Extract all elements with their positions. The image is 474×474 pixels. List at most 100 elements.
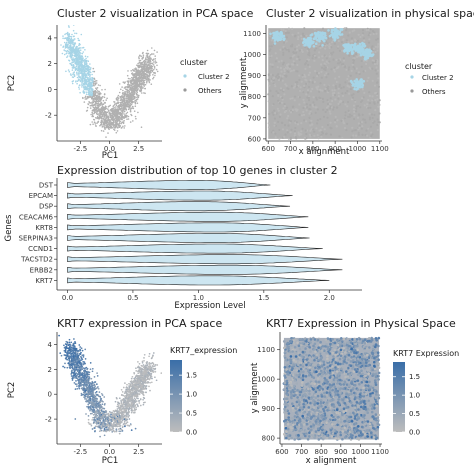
others-point <box>378 121 381 124</box>
others-point <box>120 88 122 91</box>
others-point <box>366 134 369 137</box>
krt7-point <box>137 405 139 408</box>
others-point <box>123 107 125 109</box>
others-point <box>371 79 374 82</box>
krt7-point <box>124 382 126 384</box>
cluster2-point <box>280 31 283 34</box>
others-point <box>274 52 277 55</box>
others-point <box>88 96 90 99</box>
others-point <box>83 101 86 103</box>
cluster2-point <box>81 68 84 71</box>
cluster2-point <box>72 46 74 48</box>
cluster2-point <box>72 25 75 26</box>
others-point <box>117 101 120 104</box>
others-point <box>357 71 360 74</box>
cluster2-point <box>91 94 94 96</box>
others-point <box>96 87 99 89</box>
others-point <box>372 47 375 50</box>
cluster2-point <box>81 52 84 55</box>
others-point <box>85 110 88 112</box>
violin-xtick-label: 1.0 <box>193 294 204 302</box>
cluster2-point <box>92 70 94 73</box>
others-point <box>137 80 139 82</box>
others-point <box>146 80 148 83</box>
others-point <box>115 117 117 119</box>
physical-cluster-title: Cluster 2 visualization in physical spac… <box>266 7 474 20</box>
others-point <box>140 55 142 57</box>
cluster2-point <box>74 58 76 60</box>
others-point <box>123 110 125 112</box>
cluster2-point <box>78 76 81 79</box>
others-point <box>330 52 333 55</box>
others-point <box>307 91 310 94</box>
others-point <box>305 93 308 96</box>
others-point <box>134 115 137 118</box>
others-point <box>352 58 355 62</box>
physical-cluster-xlabel: x alignment <box>299 147 350 157</box>
others-point <box>320 134 323 137</box>
pca-krt7-points <box>58 334 162 438</box>
others-point <box>292 105 295 108</box>
others-point <box>280 59 283 63</box>
others-point <box>373 120 376 123</box>
others-point <box>331 92 334 95</box>
others-point <box>325 57 328 60</box>
others-point <box>366 103 369 106</box>
others-point <box>348 82 351 85</box>
cluster2-point <box>313 37 316 40</box>
others-point <box>102 130 105 132</box>
others-point <box>314 111 317 114</box>
others-point <box>320 66 324 69</box>
others-point <box>101 108 103 111</box>
cluster2-point <box>75 65 78 68</box>
others-point <box>154 55 156 57</box>
others-point <box>288 65 291 68</box>
others-point <box>131 105 134 108</box>
others-point <box>285 84 288 87</box>
others-point <box>361 133 364 136</box>
others-point <box>324 110 327 114</box>
cluster2-point <box>67 47 69 49</box>
others-point <box>127 115 130 118</box>
others-point <box>97 97 99 99</box>
krt7-point <box>113 410 116 413</box>
others-point <box>305 82 308 85</box>
others-point <box>332 108 335 111</box>
others-point <box>337 59 340 62</box>
others-point <box>271 63 274 66</box>
others-point <box>305 34 308 37</box>
others-point <box>117 99 119 101</box>
others-point <box>268 112 271 116</box>
cluster2-point <box>89 75 91 78</box>
others-point <box>293 35 297 38</box>
others-point <box>316 119 319 122</box>
others-point <box>336 106 339 109</box>
krt7-point <box>126 418 129 421</box>
others-point <box>113 103 116 105</box>
others-point <box>316 122 319 125</box>
cluster2-point <box>81 61 83 64</box>
others-point <box>324 66 327 69</box>
cluster2-point <box>72 73 74 76</box>
physical-cluster-legend-others: Others <box>422 88 446 96</box>
others-point <box>279 66 282 69</box>
krt7-point <box>122 425 124 428</box>
others-point <box>147 64 149 66</box>
others-point <box>327 37 330 40</box>
others-point <box>332 68 336 71</box>
cluster2-point <box>73 74 76 76</box>
cluster2-point <box>71 69 74 71</box>
cluster2-point <box>314 42 318 45</box>
cluster2-point <box>64 37 66 40</box>
cluster2-point <box>72 43 74 46</box>
cluster2-point <box>68 37 70 40</box>
others-point <box>151 62 153 65</box>
pca-cluster-ylabel: PC2 <box>7 75 17 91</box>
others-point <box>115 116 117 118</box>
others-point <box>334 93 337 97</box>
cluster2-point <box>75 51 78 53</box>
violin-xtick-label: 0.5 <box>127 294 138 302</box>
violin-panel: Expression distribution of top 10 genes … <box>4 164 362 311</box>
cluster2-point <box>69 44 72 47</box>
